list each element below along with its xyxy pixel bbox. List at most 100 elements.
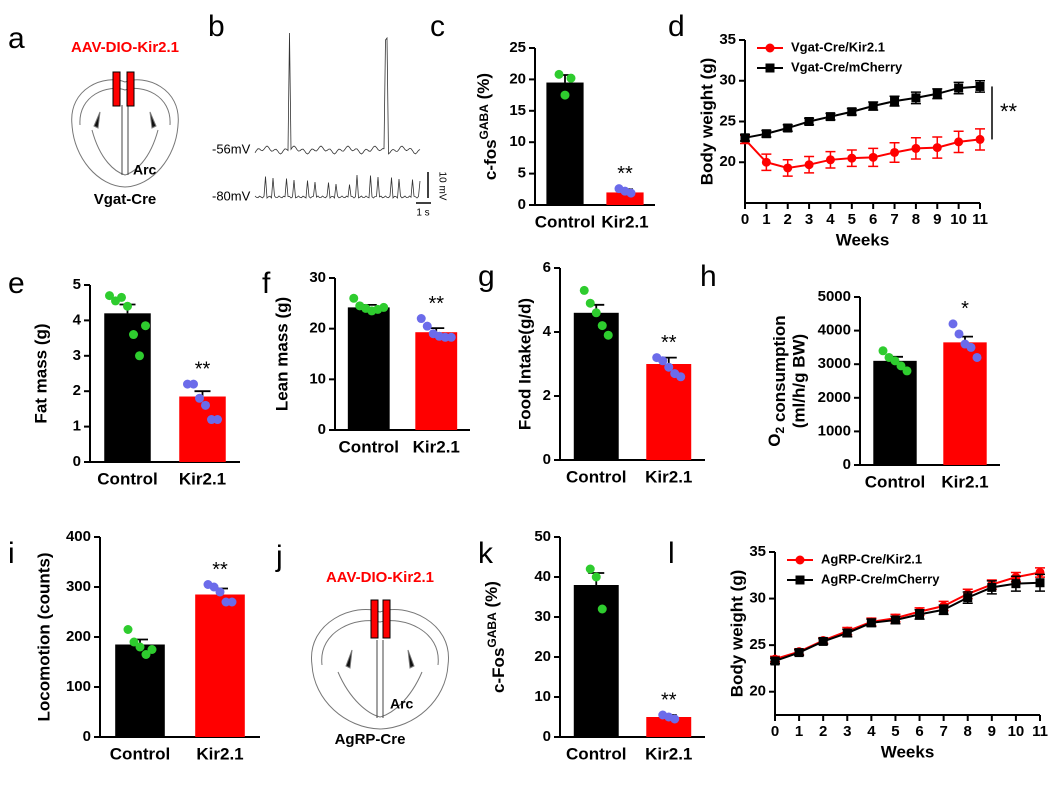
legend-label: Vgat-Cre/Kir2.1 (791, 39, 885, 54)
x-tick-label: 9 (933, 211, 941, 228)
y-tick-label: 200 (66, 628, 91, 645)
y-axis-label: Food Intake(g/d) (515, 298, 534, 430)
y-tick-label: 5 (518, 165, 526, 182)
series-marker (783, 163, 793, 173)
x-tick-label: Kir2.1 (196, 744, 243, 763)
y-tick-label: 35 (749, 543, 766, 560)
panel-letter: k (478, 537, 494, 570)
y-axis-label-part: c-fos (481, 139, 500, 180)
series-marker (939, 605, 949, 615)
scale-label: 1 s (416, 208, 429, 219)
x-tick-label: Kir2.1 (601, 212, 648, 231)
y-tick-label: 4 (543, 323, 552, 340)
data-point (446, 332, 456, 342)
y-tick-label: 10 (534, 688, 551, 705)
y-tick-label: 0 (318, 421, 326, 438)
series-marker (794, 648, 804, 658)
y-tick-label: 0 (83, 728, 91, 745)
y-axis-label-sup: GABA (485, 612, 499, 648)
series-line (774, 581, 1041, 662)
data-point (591, 572, 601, 582)
x-tick-label: 2 (819, 723, 827, 740)
series-marker (954, 137, 964, 147)
data-point (135, 642, 145, 652)
region-label: Arc (133, 162, 157, 178)
data-point (117, 292, 126, 302)
x-tick-label: 9 (988, 723, 996, 740)
series-marker (963, 593, 973, 603)
series-marker (1035, 578, 1045, 588)
x-tick-label: Control (566, 467, 626, 486)
significance-label: ** (195, 358, 211, 380)
panel-letter: d (668, 10, 685, 43)
bar (573, 585, 619, 737)
x-tick-label: 5 (891, 723, 899, 740)
data-point (902, 366, 912, 376)
bar (943, 342, 987, 465)
significance-label: ** (661, 332, 677, 354)
y-tick-label: 35 (719, 31, 736, 48)
data-point (966, 342, 976, 352)
panel-letter: j (275, 540, 283, 573)
significance-label: * (961, 298, 969, 320)
series-marker (847, 107, 857, 117)
y-axis-label: Locomotion (counts) (34, 552, 53, 721)
y-tick-label: 0 (543, 451, 551, 468)
data-point (209, 582, 219, 592)
bar (546, 82, 584, 205)
y-tick-label: 2 (543, 387, 551, 404)
y-tick-label: 25 (509, 39, 526, 56)
x-tick-label: 10 (950, 211, 967, 228)
legend-marker (795, 555, 805, 565)
data-point (591, 308, 601, 318)
data-point (972, 352, 982, 362)
data-point (890, 356, 900, 366)
x-axis-label: Weeks (836, 230, 890, 249)
y-axis-label: Lean mass (g) (272, 297, 291, 411)
y-tick-label: 10 (509, 133, 526, 150)
legend-label: AgRP-Cre/Kir2.1 (821, 551, 922, 566)
brain-section (311, 608, 449, 730)
y-axis-label: O2 consumption (765, 315, 789, 446)
x-tick-label: 6 (915, 723, 923, 740)
legend-marker (765, 43, 775, 53)
series-marker (911, 143, 921, 153)
panel-letter: h (700, 260, 717, 293)
series-line (744, 85, 981, 139)
bar (115, 644, 165, 737)
x-tick-label: 3 (805, 211, 813, 228)
y-tick-label: 2 (73, 382, 81, 399)
y-tick-label: 6 (543, 259, 551, 276)
x-tick-label: Kir2.1 (645, 744, 692, 763)
series-marker (911, 93, 921, 103)
bar (646, 717, 692, 737)
significance-label: ** (428, 293, 444, 315)
x-tick-label: 0 (771, 723, 779, 740)
y-tick-label: 0 (543, 728, 551, 745)
injector (112, 71, 121, 107)
y-axis-label: Body weight (g) (697, 58, 716, 185)
series-marker (847, 153, 857, 163)
series-marker (954, 83, 964, 93)
x-tick-label: 5 (848, 211, 856, 228)
y-axis-label-part: (%) (474, 73, 493, 104)
legend-label: AgRP-Cre/mCherry (821, 571, 940, 586)
data-point (676, 372, 686, 382)
data-point (416, 314, 426, 324)
y-tick-label: 30 (719, 72, 736, 89)
bar (873, 360, 917, 465)
series-marker (761, 157, 771, 167)
y-tick-label: 4 (73, 311, 82, 328)
x-tick-label: Kir2.1 (941, 472, 988, 491)
significance-label: ** (661, 689, 677, 711)
significance-label: ** (212, 559, 228, 581)
x-tick-label: 2 (784, 211, 792, 228)
series-marker (932, 143, 942, 153)
y-tick-label: 20 (534, 648, 551, 665)
bar (104, 313, 151, 462)
y-axis-label: c-FosGABA (%) (482, 581, 508, 693)
y-tick-label: 25 (719, 112, 736, 129)
series-marker (804, 160, 814, 170)
trace-label: -80mV (212, 188, 251, 203)
data-point (878, 346, 888, 356)
